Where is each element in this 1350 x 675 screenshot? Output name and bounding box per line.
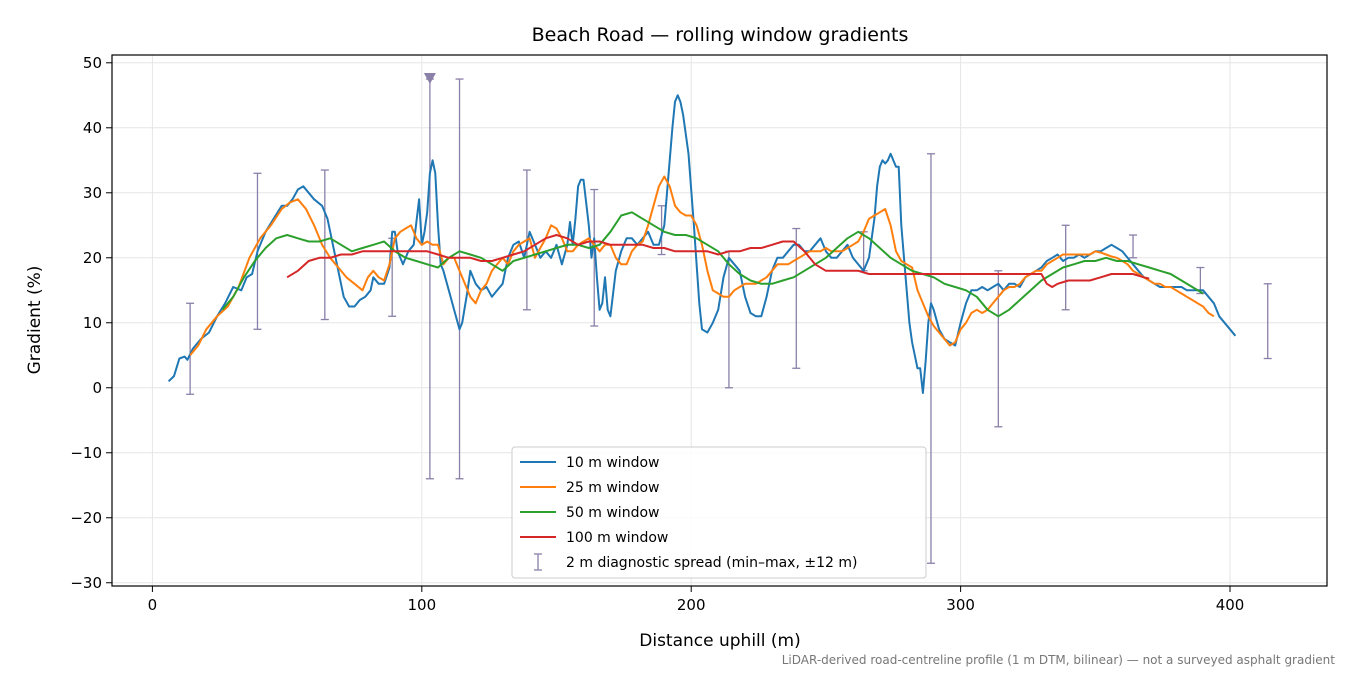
- error-bar: [186, 302, 195, 395]
- y-tick-label: 50: [83, 54, 102, 72]
- legend-label: 25 m window: [566, 480, 659, 496]
- error-bar: [590, 188, 599, 327]
- error-bar: [926, 153, 935, 564]
- series-line: [189, 175, 1215, 356]
- y-tick-label: −20: [70, 509, 102, 527]
- x-tick-label: 0: [148, 596, 158, 614]
- error-bar: [320, 169, 329, 321]
- grid: [112, 55, 1327, 586]
- legend-label: 50 m window: [566, 505, 659, 521]
- y-tick-label: 30: [83, 184, 102, 202]
- error-bar: [1263, 283, 1272, 360]
- legend: 10 m window 25 m window 50 m window 100 m w…: [511, 446, 927, 579]
- y-axis-label: Gradient (%): [25, 266, 45, 375]
- legend-label: 100 m window: [566, 530, 668, 546]
- legend-box: [511, 446, 927, 579]
- error-bar: [792, 227, 801, 369]
- x-tick-label: 200: [677, 596, 706, 614]
- series-line: [221, 211, 1204, 318]
- chart-title: Beach Road — rolling window gradients: [532, 24, 909, 46]
- legend-label: 10 m window: [566, 455, 659, 471]
- ticks: 0 100 200 300 400 −30 −20 −10 0 10 20 30 40 50: [70, 54, 1244, 614]
- y-tick-label: 10: [83, 314, 102, 332]
- y-tick-label: 0: [92, 379, 102, 397]
- series-lines: [167, 94, 1237, 394]
- x-tick-label: 300: [946, 596, 975, 614]
- legend-label: 2 m diagnostic spread (min–max, ±12 m): [566, 555, 857, 571]
- error-bars: [186, 73, 1272, 564]
- error-bar: [1129, 234, 1138, 259]
- y-tick-label: −30: [70, 574, 102, 592]
- series-line: [286, 234, 1150, 288]
- x-tick-label: 100: [407, 596, 436, 614]
- x-axis-label: Distance uphill (m): [639, 631, 800, 651]
- y-tick-label: −10: [70, 444, 102, 462]
- y-tick-label: 20: [83, 249, 102, 267]
- x-tick-label: 400: [1216, 596, 1245, 614]
- clipped-marker: [423, 73, 436, 85]
- plot-frame: [111, 54, 1328, 587]
- footnote: LiDAR-derived road-centreline profile (1…: [782, 653, 1336, 667]
- y-tick-label: 40: [83, 119, 102, 137]
- error-bar: [455, 78, 464, 480]
